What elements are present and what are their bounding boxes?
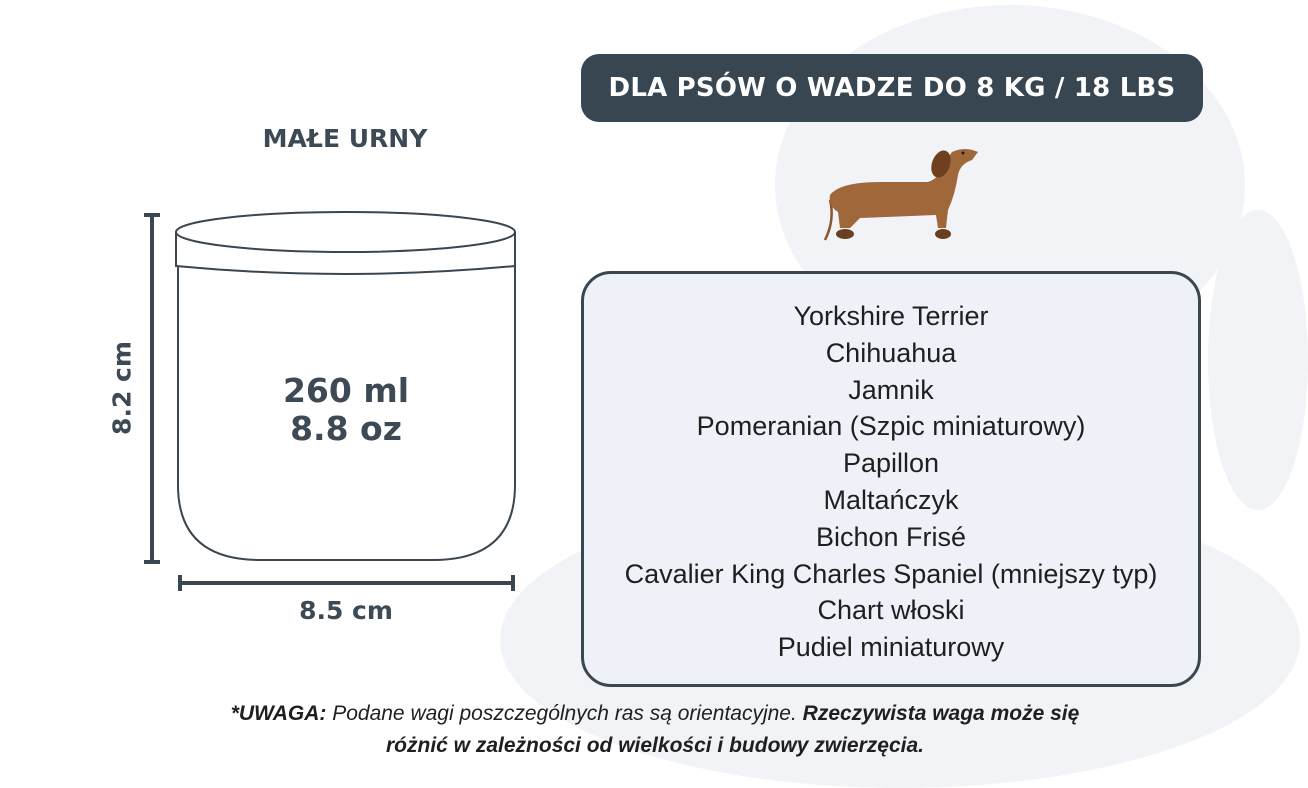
breed-item: Pudiel miniaturowy xyxy=(777,632,1005,663)
note-emphasis: Rzeczywista waga może się różnić w zależ… xyxy=(386,702,1080,757)
width-label: 8.5 cm xyxy=(299,596,393,625)
breed-item: Chihuahua xyxy=(825,337,957,368)
urn-diagram xyxy=(144,211,516,591)
breed-item: Papillon xyxy=(842,448,940,479)
breed-item: Maltańczyk xyxy=(823,484,959,515)
breed-item: Jamnik xyxy=(848,374,934,405)
urn-lid-top xyxy=(175,211,516,253)
breed-item: Bichon Frisé xyxy=(815,521,967,552)
product-title: MAŁE URNY xyxy=(262,124,428,153)
breed-item: Cavalier King Charles Spaniel (mniejszy … xyxy=(624,558,1158,589)
volume-oz: 8.8 oz xyxy=(290,409,402,448)
breed-item: Chart włoski xyxy=(817,595,965,626)
breed-list: Yorkshire Terrier Chihuahua Jamnik Pomer… xyxy=(584,274,1198,666)
dachshund-icon xyxy=(823,149,978,241)
note-text: Podane wagi poszczególnych ras są orient… xyxy=(326,702,803,725)
height-label: 8.2 cm xyxy=(107,341,137,435)
breed-list-panel: Yorkshire Terrier Chihuahua Jamnik Pomer… xyxy=(581,271,1201,687)
breed-item: Yorkshire Terrier xyxy=(793,301,989,331)
note-lead: *UWAGA: xyxy=(230,702,327,725)
urn-body xyxy=(177,266,516,561)
disclaimer-note: *UWAGA: Podane wagi poszczególnych ras s… xyxy=(200,698,1110,762)
weight-class-banner: DLA PSÓW O WADZE DO 8 KG / 18 LBS xyxy=(581,54,1203,122)
volume-ml: 260 ml xyxy=(282,371,410,410)
breed-item: Pomeranian (Szpic miniaturowy) xyxy=(696,411,1086,442)
urn-volume: 260 ml 8.8 oz xyxy=(246,372,446,448)
